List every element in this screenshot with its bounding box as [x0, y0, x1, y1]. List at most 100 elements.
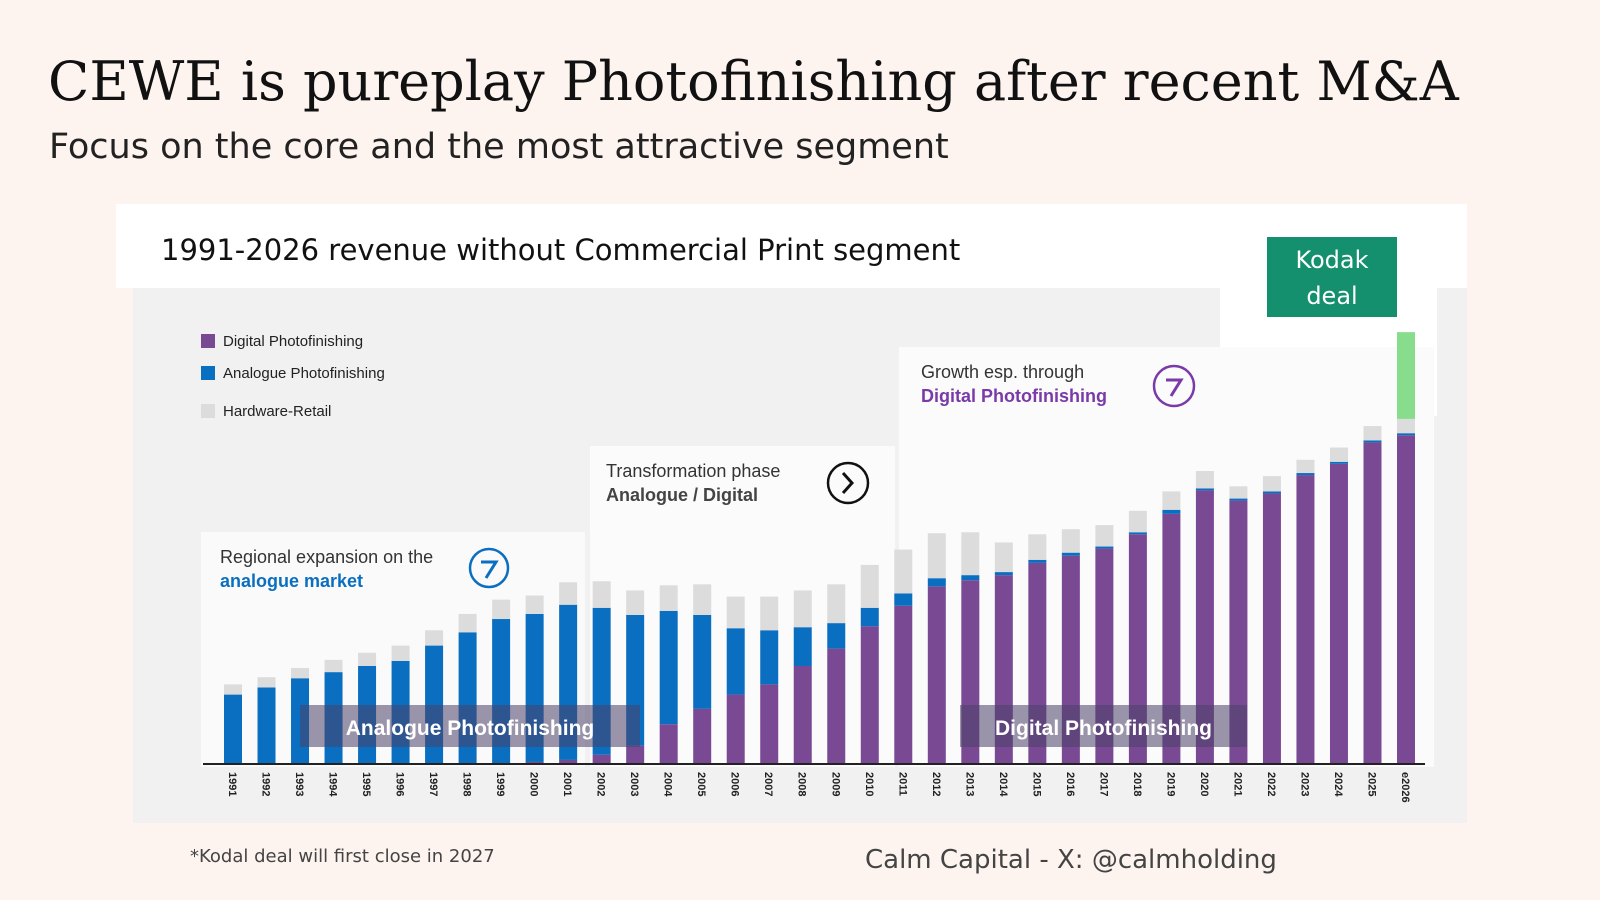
x-tick-label: 2007: [762, 772, 774, 796]
x-tick-label: 2012: [930, 772, 942, 796]
x-tick-label: 2001: [561, 772, 573, 796]
x-tick-label: 2018: [1131, 772, 1143, 796]
bar-segment: [1162, 509, 1181, 514]
x-tick-label: 1995: [360, 772, 372, 796]
x-tick-label: 2005: [695, 772, 707, 796]
bar-segment: [525, 761, 544, 764]
x-tick-label: 2000: [528, 772, 540, 796]
bar-segment: [592, 754, 611, 764]
x-tick-label: 2008: [796, 772, 808, 796]
x-tick-label: e2026: [1399, 772, 1411, 803]
annotation-emphasis: Analogue / Digital: [606, 485, 758, 505]
bar-segment: [693, 614, 712, 709]
bar-segment: [961, 532, 980, 576]
bar-segment: [626, 590, 645, 615]
icon: [468, 547, 510, 589]
chart-title: 1991-2026 revenue without Commercial Pri…: [161, 233, 960, 267]
bar-segment: [1095, 525, 1114, 547]
bar-segment: [860, 626, 879, 764]
bar-segment: [257, 687, 276, 764]
band-label-bg: [300, 705, 640, 747]
icon: [826, 461, 870, 505]
x-tick-label: 1993: [293, 772, 305, 796]
legend-swatch: [201, 366, 215, 380]
x-tick-label: 2019: [1164, 772, 1176, 796]
bar-segment: [1061, 552, 1080, 556]
x-tick-label: 2020: [1198, 772, 1210, 796]
x-tick-label: 1991: [226, 772, 238, 796]
bar-segment: [1195, 488, 1214, 491]
icon: [481, 560, 499, 579]
kodak-box: [1267, 237, 1397, 317]
x-tick-label: 1998: [461, 772, 473, 796]
x-tick-label: 2003: [628, 772, 640, 796]
legend-label: Analogue Photofinishing: [223, 365, 385, 382]
x-tick-label: 2023: [1298, 772, 1310, 796]
bar-segment: [224, 694, 242, 764]
bar-segment: [1162, 513, 1181, 764]
legend-label: Digital Photofinishing: [223, 333, 363, 350]
bar-segment: [793, 665, 812, 764]
bar-segment: [793, 590, 812, 628]
bar-segment: [1195, 470, 1214, 489]
bar-segment: [391, 645, 410, 661]
bar-segment: [1329, 447, 1348, 462]
chart-header: [116, 204, 1467, 288]
kodak-label: deal: [1306, 282, 1357, 310]
bar-segment: [1095, 546, 1114, 549]
icon: [1152, 364, 1196, 408]
bar-segment: [1229, 486, 1248, 499]
bar-segment: [659, 585, 678, 611]
bar-segment: [760, 630, 779, 685]
bar-segment: [659, 610, 678, 725]
x-tick-label: 2013: [963, 772, 975, 796]
x-tick-label: 1997: [427, 772, 439, 796]
bar-segment: [1296, 459, 1315, 474]
bar-segment: [1128, 532, 1147, 535]
credit: Calm Capital - X: @calmholding: [865, 845, 1277, 875]
x-tick-label: 2010: [863, 772, 875, 796]
bar-segment: [1195, 490, 1214, 764]
x-tick-label: 2014: [997, 772, 1009, 797]
bar-segment: [1397, 435, 1415, 764]
bar-segment: [1329, 463, 1348, 764]
annotation: Regional expansion on the: [220, 547, 433, 567]
legend-label: Hardware-Retail: [223, 403, 331, 420]
bar-segment: [1229, 498, 1248, 501]
band-label: Analogue Photofinishing: [346, 717, 594, 740]
x-tick-label: 2025: [1365, 772, 1377, 796]
bar-segment: [1363, 442, 1382, 764]
bar-segment: [1162, 491, 1181, 510]
bar-segment: [525, 595, 544, 614]
bar-segment: [693, 708, 712, 764]
x-tick-label: 2024: [1332, 772, 1344, 797]
bar-segment: [760, 596, 779, 631]
bar-segment: [1262, 493, 1281, 764]
annotation: Transformation phase: [606, 461, 780, 481]
bar-segment: [894, 549, 913, 594]
bar-segment: [1229, 500, 1248, 764]
x-tick-label: 1999: [494, 772, 506, 796]
annotation-emphasis: analogue market: [220, 571, 363, 591]
slide-title: CEWE is pureplay Photofinishing after re…: [48, 50, 1460, 113]
bar-segment: [827, 648, 846, 764]
x-tick-label: 2022: [1265, 772, 1277, 796]
annotation: Growth esp. through: [921, 362, 1084, 382]
bar-segment: [760, 684, 779, 764]
bar-segment: [659, 724, 678, 764]
slide-subtitle: Focus on the core and the most attractiv…: [49, 127, 949, 167]
kodak-segment: [1397, 332, 1415, 419]
bar-segment: [994, 542, 1013, 573]
annotation-emphasis: Digital Photofinishing: [921, 386, 1107, 406]
bar-segment: [726, 596, 745, 629]
bar-segment: [224, 684, 242, 695]
bar-segment: [492, 599, 511, 620]
bar-segment: [458, 613, 477, 633]
band-label-bg: [960, 705, 1247, 747]
bar-segment: [1397, 433, 1415, 436]
bar-segment: [726, 694, 745, 764]
bar-segment: [994, 572, 1013, 576]
icon: [841, 471, 855, 495]
x-tick-label: 2002: [595, 772, 607, 796]
